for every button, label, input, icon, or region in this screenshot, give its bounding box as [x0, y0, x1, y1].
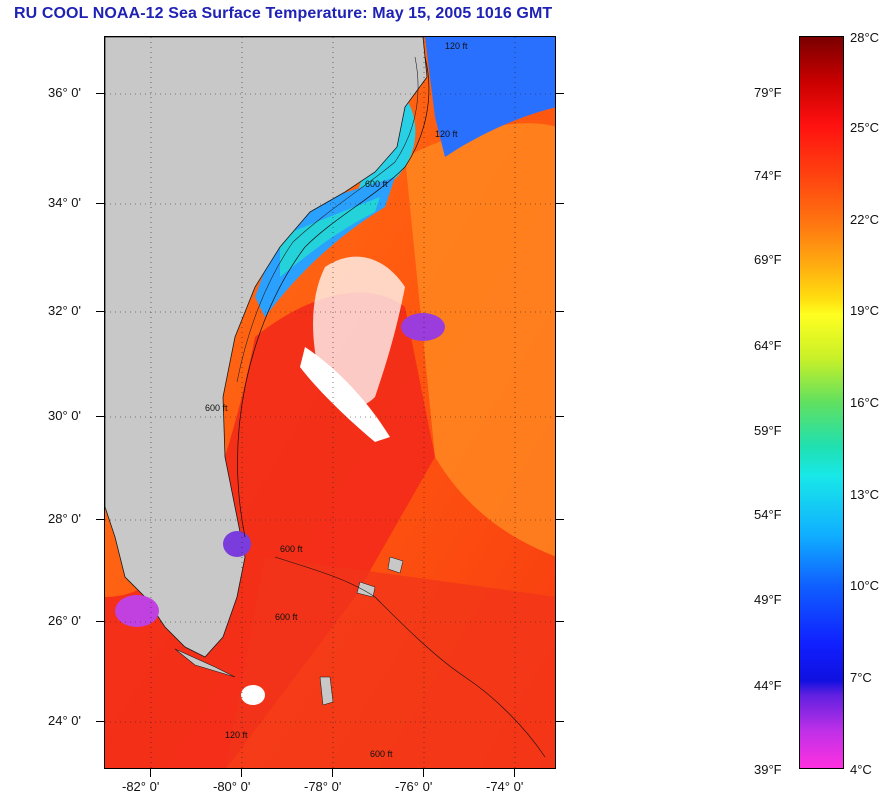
- cold-patch-3: [115, 595, 159, 627]
- contour-600ft: [237, 56, 430, 538]
- colorbar-c-label: 7°C: [850, 670, 872, 685]
- contour-label: 600 ft: [280, 544, 303, 554]
- colorbar-c-label: 25°C: [850, 120, 880, 135]
- cloud-cover: [313, 256, 405, 408]
- colorbar-f-label: 39°F: [754, 762, 782, 777]
- lat-label: 24° 0': [48, 713, 81, 728]
- colorbar-c-label: 16°C: [850, 395, 880, 410]
- colorbar-c-label: 13°C: [850, 487, 880, 502]
- lon-label: -82° 0': [122, 779, 160, 794]
- cloud-streak: [300, 347, 390, 442]
- lon-label: -76° 0': [395, 779, 433, 794]
- colorbar-c-label: 19°C: [850, 303, 880, 318]
- cold-shelf-north: [425, 37, 555, 157]
- graticule: [105, 37, 555, 768]
- contour-label: 600 ft: [365, 179, 388, 189]
- page-title: RU COOL NOAA-12 Sea Surface Temperature:…: [14, 5, 553, 22]
- colorbar-f-label: 54°F: [754, 507, 782, 522]
- cold-patch-2: [223, 531, 251, 557]
- lon-label: -80° 0': [213, 779, 251, 794]
- contour-label: 600 ft: [370, 749, 393, 759]
- lat-label: 26° 0': [48, 613, 81, 628]
- colorbar-f-label: 79°F: [754, 85, 782, 100]
- contour-label: 600 ft: [275, 612, 298, 622]
- temperature-colorbar: [799, 36, 844, 769]
- lat-label: 32° 0': [48, 303, 81, 318]
- lat-label: 28° 0': [48, 511, 81, 526]
- cold-patch-1: [401, 313, 445, 341]
- contour-label: 120 ft: [445, 41, 468, 51]
- colorbar-f-label: 74°F: [754, 168, 782, 183]
- eastern-orange-region: [405, 123, 555, 557]
- sst-map-svg: 120 ft 600 ft 120 ft 600 ft 600 ft 600 f…: [105, 37, 555, 768]
- southern-warm-region: [225, 557, 555, 768]
- colorbar-f-label: 64°F: [754, 338, 782, 353]
- lat-label: 36° 0': [48, 85, 81, 100]
- lon-label: -74° 0': [486, 779, 524, 794]
- contour-label: 600 ft: [205, 403, 228, 413]
- colorbar-f-label: 49°F: [754, 592, 782, 607]
- cloud-patch-south: [241, 685, 265, 705]
- colorbar-c-label: 10°C: [850, 578, 880, 593]
- lat-label: 30° 0': [48, 408, 81, 423]
- colorbar-c-label: 4°C: [850, 762, 872, 777]
- sst-map[interactable]: 120 ft 600 ft 120 ft 600 ft 600 ft 600 f…: [104, 36, 556, 769]
- colorbar-c-label: 28°C: [850, 30, 880, 45]
- contour-label: 120 ft: [435, 129, 458, 139]
- contour-label: 120 ft: [225, 730, 248, 740]
- lat-label: 34° 0': [48, 195, 81, 210]
- colorbar-f-label: 44°F: [754, 678, 782, 693]
- colorbar-f-label: 69°F: [754, 252, 782, 267]
- colorbar-f-label: 59°F: [754, 423, 782, 438]
- lon-label: -78° 0': [304, 779, 342, 794]
- colorbar-c-label: 22°C: [850, 212, 880, 227]
- contour-120ft: [236, 56, 419, 383]
